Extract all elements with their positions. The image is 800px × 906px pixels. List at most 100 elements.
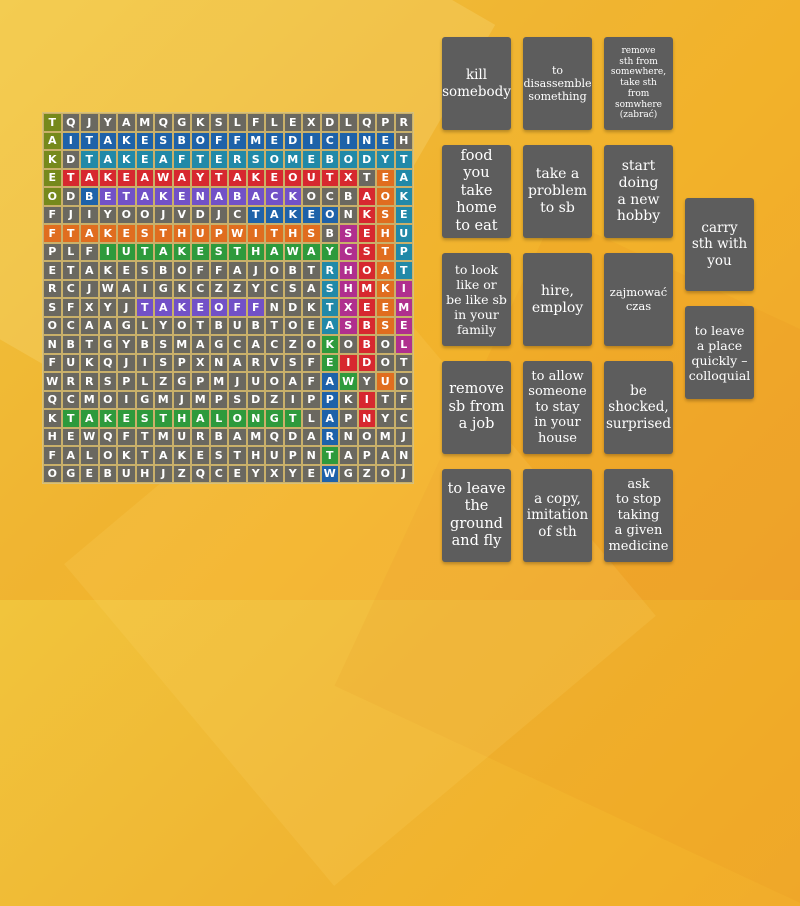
grid-cell[interactable]: E: [394, 205, 413, 224]
grid-cell[interactable]: E: [265, 168, 284, 187]
grid-cell[interactable]: I: [283, 390, 302, 409]
grid-cell[interactable]: J: [117, 353, 136, 372]
clue-card[interactable]: to leave the ground and fly: [442, 469, 511, 562]
grid-cell[interactable]: C: [339, 242, 358, 261]
grid-cell[interactable]: E: [302, 316, 321, 335]
grid-cell[interactable]: D: [191, 205, 210, 224]
grid-cell[interactable]: S: [228, 390, 247, 409]
grid-cell[interactable]: O: [191, 131, 210, 150]
grid-cell[interactable]: H: [135, 464, 154, 483]
grid-cell[interactable]: S: [357, 242, 376, 261]
grid-cell[interactable]: M: [154, 390, 173, 409]
grid-cell[interactable]: E: [117, 261, 136, 280]
grid-cell[interactable]: F: [394, 390, 413, 409]
grid-cell[interactable]: Z: [209, 279, 228, 298]
grid-cell[interactable]: Z: [283, 335, 302, 354]
grid-cell[interactable]: I: [117, 390, 136, 409]
grid-cell[interactable]: A: [265, 205, 284, 224]
grid-cell[interactable]: E: [228, 464, 247, 483]
grid-cell[interactable]: F: [172, 150, 191, 169]
grid-cell[interactable]: Y: [376, 150, 395, 169]
grid-cell[interactable]: C: [209, 464, 228, 483]
grid-cell[interactable]: M: [246, 427, 265, 446]
grid-cell[interactable]: R: [394, 113, 413, 132]
grid-cell[interactable]: S: [339, 316, 358, 335]
grid-cell[interactable]: T: [61, 409, 80, 428]
grid-cell[interactable]: D: [320, 113, 339, 132]
grid-cell[interactable]: O: [339, 150, 358, 169]
grid-cell[interactable]: F: [209, 261, 228, 280]
grid-cell[interactable]: G: [172, 113, 191, 132]
grid-cell[interactable]: B: [283, 261, 302, 280]
grid-cell[interactable]: Y: [246, 279, 265, 298]
grid-cell[interactable]: P: [339, 409, 358, 428]
grid-cell[interactable]: B: [320, 224, 339, 243]
grid-cell[interactable]: K: [172, 242, 191, 261]
grid-cell[interactable]: K: [98, 409, 117, 428]
grid-cell[interactable]: T: [265, 224, 284, 243]
clue-card[interactable]: remove sth from somewhere, take sth from som…: [604, 37, 673, 130]
grid-cell[interactable]: U: [376, 372, 395, 391]
grid-cell[interactable]: Y: [191, 168, 210, 187]
grid-cell[interactable]: G: [172, 372, 191, 391]
grid-cell[interactable]: P: [320, 390, 339, 409]
grid-cell[interactable]: K: [80, 353, 99, 372]
grid-cell[interactable]: T: [320, 298, 339, 317]
grid-cell[interactable]: O: [357, 427, 376, 446]
grid-cell[interactable]: T: [394, 150, 413, 169]
grid-cell[interactable]: R: [320, 427, 339, 446]
grid-cell[interactable]: M: [246, 131, 265, 150]
grid-cell[interactable]: A: [320, 316, 339, 335]
grid-cell[interactable]: P: [43, 242, 62, 261]
grid-cell[interactable]: E: [209, 150, 228, 169]
grid-cell[interactable]: A: [394, 168, 413, 187]
grid-cell[interactable]: B: [154, 261, 173, 280]
grid-cell[interactable]: S: [154, 335, 173, 354]
grid-cell[interactable]: C: [265, 187, 284, 206]
grid-cell[interactable]: C: [228, 205, 247, 224]
grid-cell[interactable]: T: [376, 242, 395, 261]
grid-cell[interactable]: Q: [61, 113, 80, 132]
grid-cell[interactable]: A: [43, 131, 62, 150]
grid-cell[interactable]: Q: [154, 113, 173, 132]
grid-cell[interactable]: N: [209, 353, 228, 372]
grid-cell[interactable]: Z: [154, 372, 173, 391]
grid-cell[interactable]: X: [302, 113, 321, 132]
grid-cell[interactable]: T: [228, 242, 247, 261]
grid-cell[interactable]: U: [117, 464, 136, 483]
grid-cell[interactable]: Y: [283, 464, 302, 483]
grid-cell[interactable]: H: [43, 427, 62, 446]
clue-card[interactable]: to look like or be like sb in your family: [442, 253, 511, 346]
grid-cell[interactable]: A: [117, 279, 136, 298]
grid-cell[interactable]: E: [357, 298, 376, 317]
grid-cell[interactable]: U: [117, 242, 136, 261]
grid-cell[interactable]: O: [135, 205, 154, 224]
clue-card[interactable]: ask to stop taking a given medicine: [604, 469, 673, 562]
grid-cell[interactable]: G: [339, 464, 358, 483]
grid-cell[interactable]: R: [191, 427, 210, 446]
grid-cell[interactable]: H: [339, 279, 358, 298]
grid-cell[interactable]: Q: [357, 113, 376, 132]
grid-cell[interactable]: G: [265, 409, 284, 428]
grid-cell[interactable]: M: [394, 298, 413, 317]
grid-cell[interactable]: F: [43, 353, 62, 372]
grid-cell[interactable]: Q: [265, 427, 284, 446]
clue-card[interactable]: hire, employ: [523, 253, 592, 346]
grid-cell[interactable]: I: [357, 390, 376, 409]
grid-cell[interactable]: P: [376, 113, 395, 132]
grid-cell[interactable]: J: [246, 261, 265, 280]
grid-cell[interactable]: N: [394, 446, 413, 465]
grid-cell[interactable]: P: [209, 390, 228, 409]
grid-cell[interactable]: Q: [98, 427, 117, 446]
grid-cell[interactable]: W: [320, 464, 339, 483]
grid-cell[interactable]: S: [209, 113, 228, 132]
grid-cell[interactable]: Z: [172, 464, 191, 483]
grid-cell[interactable]: O: [265, 150, 284, 169]
grid-cell[interactable]: E: [135, 131, 154, 150]
grid-cell[interactable]: I: [98, 242, 117, 261]
grid-cell[interactable]: S: [43, 298, 62, 317]
grid-cell[interactable]: T: [394, 261, 413, 280]
grid-cell[interactable]: Y: [117, 335, 136, 354]
grid-cell[interactable]: K: [339, 390, 358, 409]
grid-cell[interactable]: R: [320, 261, 339, 280]
